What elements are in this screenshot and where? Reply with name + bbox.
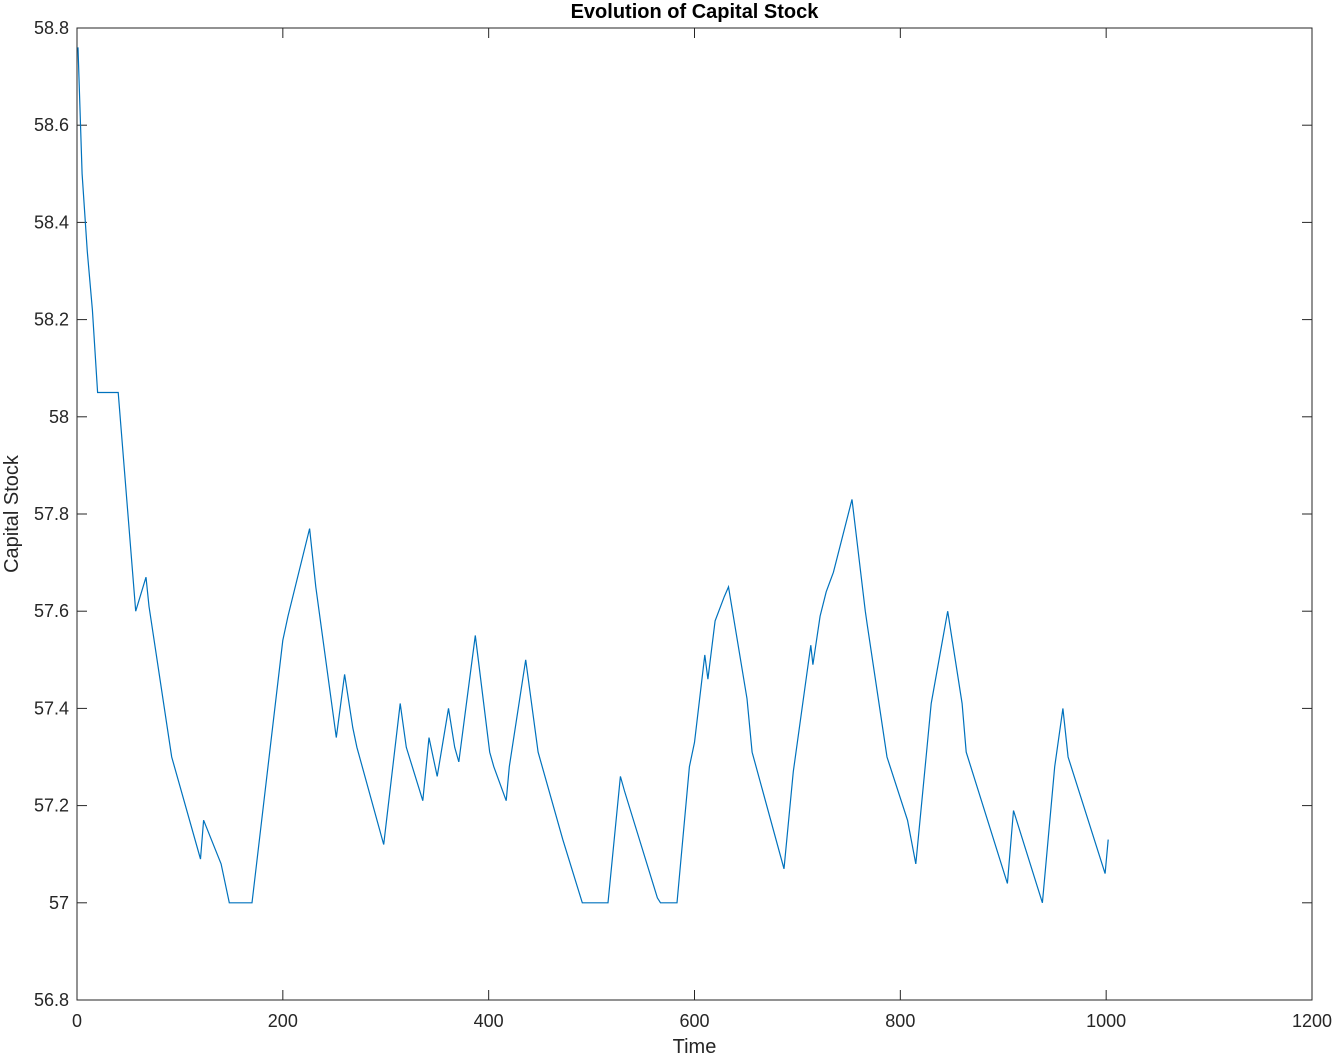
y-tick-label: 58.4 bbox=[34, 212, 69, 232]
y-tick-label: 57.4 bbox=[34, 698, 69, 718]
x-tick-label: 800 bbox=[885, 1011, 915, 1031]
y-axis-label: Capital Stock bbox=[1, 454, 23, 573]
y-tick-label: 57.8 bbox=[34, 504, 69, 524]
x-tick-label: 0 bbox=[72, 1011, 82, 1031]
y-tick-label: 58.2 bbox=[34, 310, 69, 330]
y-tick-label: 58.6 bbox=[34, 115, 69, 135]
x-axis-label: Time bbox=[673, 1036, 717, 1056]
x-tick-label: 1200 bbox=[1292, 1011, 1332, 1031]
y-tick-label: 57.2 bbox=[34, 796, 69, 816]
x-tick-label: 1000 bbox=[1086, 1011, 1126, 1031]
y-tick-label: 57.6 bbox=[34, 601, 69, 621]
x-axis-ticks: 0 200 400 600 800 1000 1200 bbox=[72, 28, 1332, 1031]
y-axis-ticks: 56.8 57 57.2 57.4 57.6 57.8 58 58.2 58.4 58.6 58.8 bbox=[34, 18, 1312, 1010]
y-tick-label: 56.8 bbox=[34, 990, 69, 1010]
y-tick-label: 57 bbox=[49, 893, 69, 913]
plot-area bbox=[76, 27, 1313, 1001]
x-tick-label: 200 bbox=[268, 1011, 298, 1031]
x-tick-label: 400 bbox=[474, 1011, 504, 1031]
chart-title: Evolution of Capital Stock bbox=[571, 1, 820, 23]
y-tick-label: 58 bbox=[49, 407, 69, 427]
y-tick-label: 58.8 bbox=[34, 18, 69, 38]
x-tick-label: 600 bbox=[679, 1011, 709, 1031]
capital-stock-series-line bbox=[77, 47, 1109, 904]
